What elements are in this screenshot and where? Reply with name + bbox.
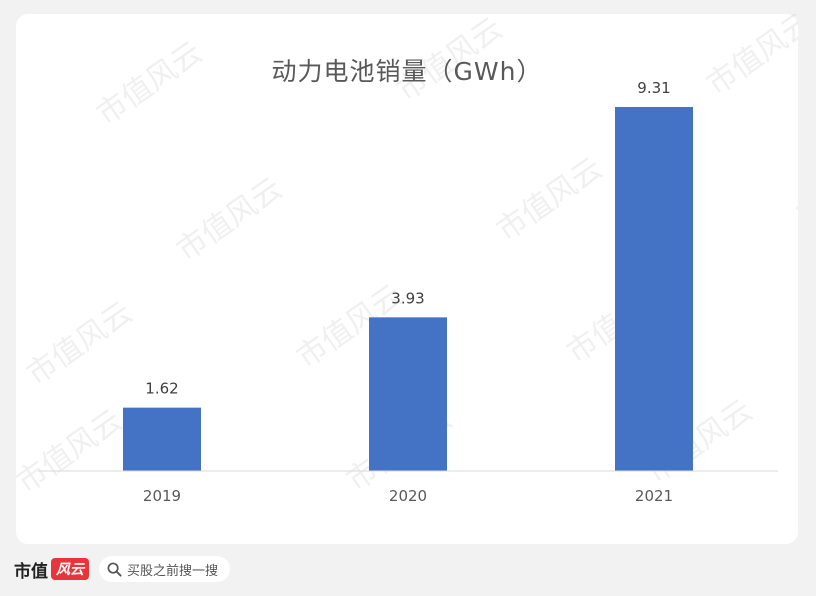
bar-2021: [615, 106, 693, 471]
search-icon: [107, 562, 122, 577]
data-label-2019: 1.62: [145, 380, 178, 398]
chart-title: 动力电池销量（GWh）: [271, 57, 543, 86]
watermark-text: 市值风云: [491, 151, 609, 248]
brand-logo-text: 市值: [14, 561, 48, 582]
footer-bar: 市值 风云 买股之前搜一搜: [14, 556, 231, 582]
watermark-text: 市值风云: [791, 135, 798, 232]
x-tick-label-2021: 2021: [635, 487, 673, 505]
labels-group: 1.62 2019 3.93 2020 9.31 2021: [143, 79, 673, 505]
search-text: 买股之前搜一搜: [127, 563, 219, 579]
watermark-text: 市值风云: [16, 403, 129, 500]
bars-group: [123, 106, 693, 471]
bar-2019: [123, 407, 201, 471]
chart-panel: 市值风云 市值风云 市值风云 市值风云 市值风云 市值风云 市值风云 市值风云 市值风云 市值风云…: [16, 14, 798, 544]
search-box[interactable]: 买股之前搜一搜: [99, 556, 231, 582]
x-tick-label-2019: 2019: [143, 487, 181, 505]
brand-logo-badge: 风云: [51, 558, 89, 580]
bar-2020: [369, 317, 447, 471]
data-label-2021: 9.31: [637, 79, 670, 97]
x-tick-label-2020: 2020: [389, 487, 427, 505]
data-label-2020: 3.93: [391, 289, 424, 307]
watermark-text: 市值风云: [171, 171, 289, 268]
watermark-text: 市值风云: [21, 295, 139, 392]
